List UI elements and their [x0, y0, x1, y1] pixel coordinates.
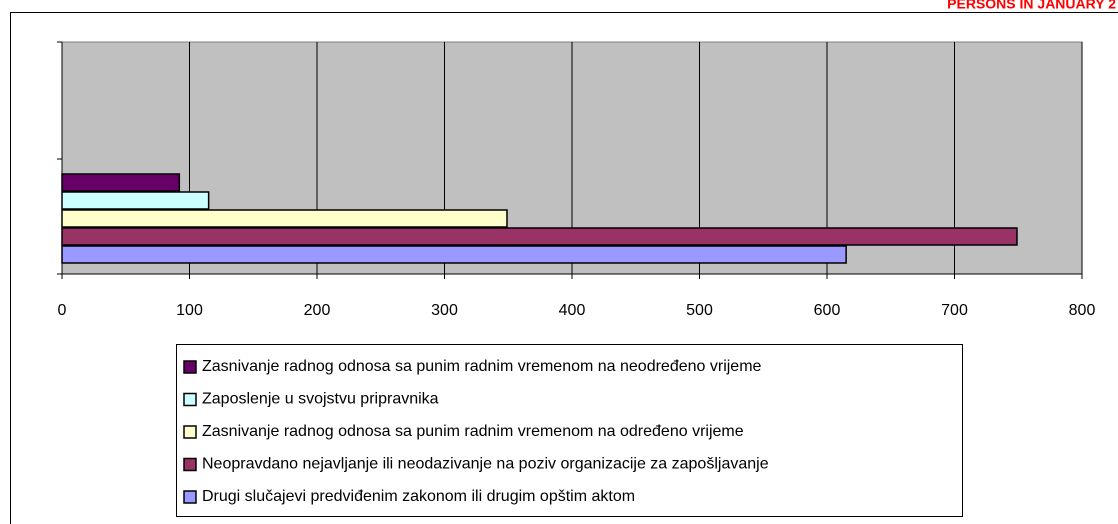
legend-label: Zasnivanje radnog odnosa sa punim radnim… — [202, 358, 762, 375]
bar — [61, 173, 181, 192]
legend-swatch — [183, 425, 197, 439]
x-tick-label: 800 — [1069, 302, 1096, 319]
legend-label: Zaposlenje u svojstvu pripravnika — [202, 391, 439, 408]
legend-label: Zasnivanje radnog odnosa sa punim radnim… — [202, 423, 744, 440]
legend-swatch — [183, 457, 197, 472]
legend-label: Neopravdano nejavljanje ili neodazivanje… — [202, 456, 769, 473]
legend-swatch — [183, 490, 197, 504]
x-tick-label: 400 — [559, 302, 586, 319]
x-tick-label: 200 — [304, 302, 331, 319]
x-tick-label: 500 — [686, 302, 713, 319]
x-tick-label: 0 — [58, 302, 67, 319]
x-tick-label: 700 — [941, 302, 968, 319]
x-tick-label: 600 — [814, 302, 841, 319]
bar — [61, 245, 847, 264]
x-tick-label: 300 — [431, 302, 458, 319]
bar — [61, 209, 508, 228]
legend-swatch — [183, 360, 197, 374]
x-tick-label: 100 — [176, 302, 203, 319]
legend-swatch — [183, 392, 197, 407]
legend — [176, 344, 963, 517]
legend-label: Drugi slučajevi predviđenim zakonom ili … — [202, 488, 635, 505]
bar — [61, 191, 210, 210]
bar — [61, 227, 1018, 246]
chart-title: PERSONS IN JANUARY 2 — [947, 0, 1116, 12]
